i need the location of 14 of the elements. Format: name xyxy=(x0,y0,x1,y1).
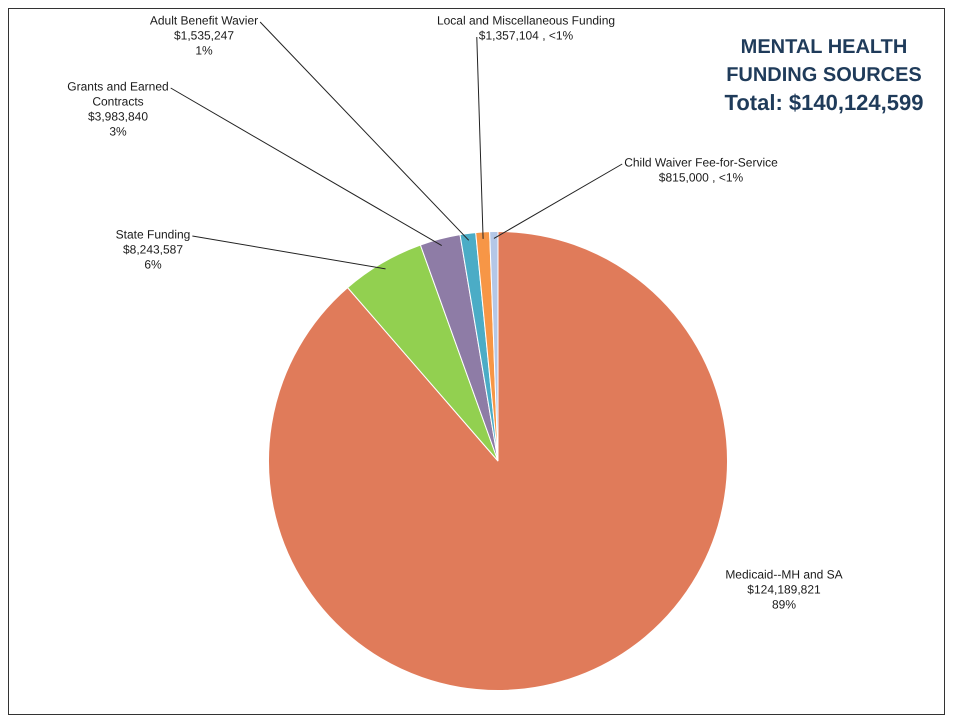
slice-label: Adult Benefit Wavier xyxy=(150,13,258,28)
slice-label: State Funding xyxy=(116,227,190,242)
data-label: $815,000 , <1% xyxy=(658,170,744,184)
slice-label: Child Waiver Fee-for-Service xyxy=(624,155,778,170)
slice-label: Local and Miscellaneous Funding xyxy=(436,13,616,28)
data-label: $1,535,247 1% xyxy=(174,28,234,58)
data-label: $8,243,587 6% xyxy=(122,242,184,272)
data-label: $3,983,840 3% xyxy=(88,109,148,138)
text: MENTAL HEALTH FUNDING SOURCES xyxy=(725,35,923,88)
slice-label: Medicaid--MH and SA xyxy=(725,567,843,582)
data-label: $124,189,821 89% xyxy=(747,582,822,612)
text: Total: $140,124,599 xyxy=(724,89,924,117)
slice-label: Grants and Earned Contracts xyxy=(67,79,169,108)
data-label: $1,357,104 , <1% xyxy=(478,28,574,42)
